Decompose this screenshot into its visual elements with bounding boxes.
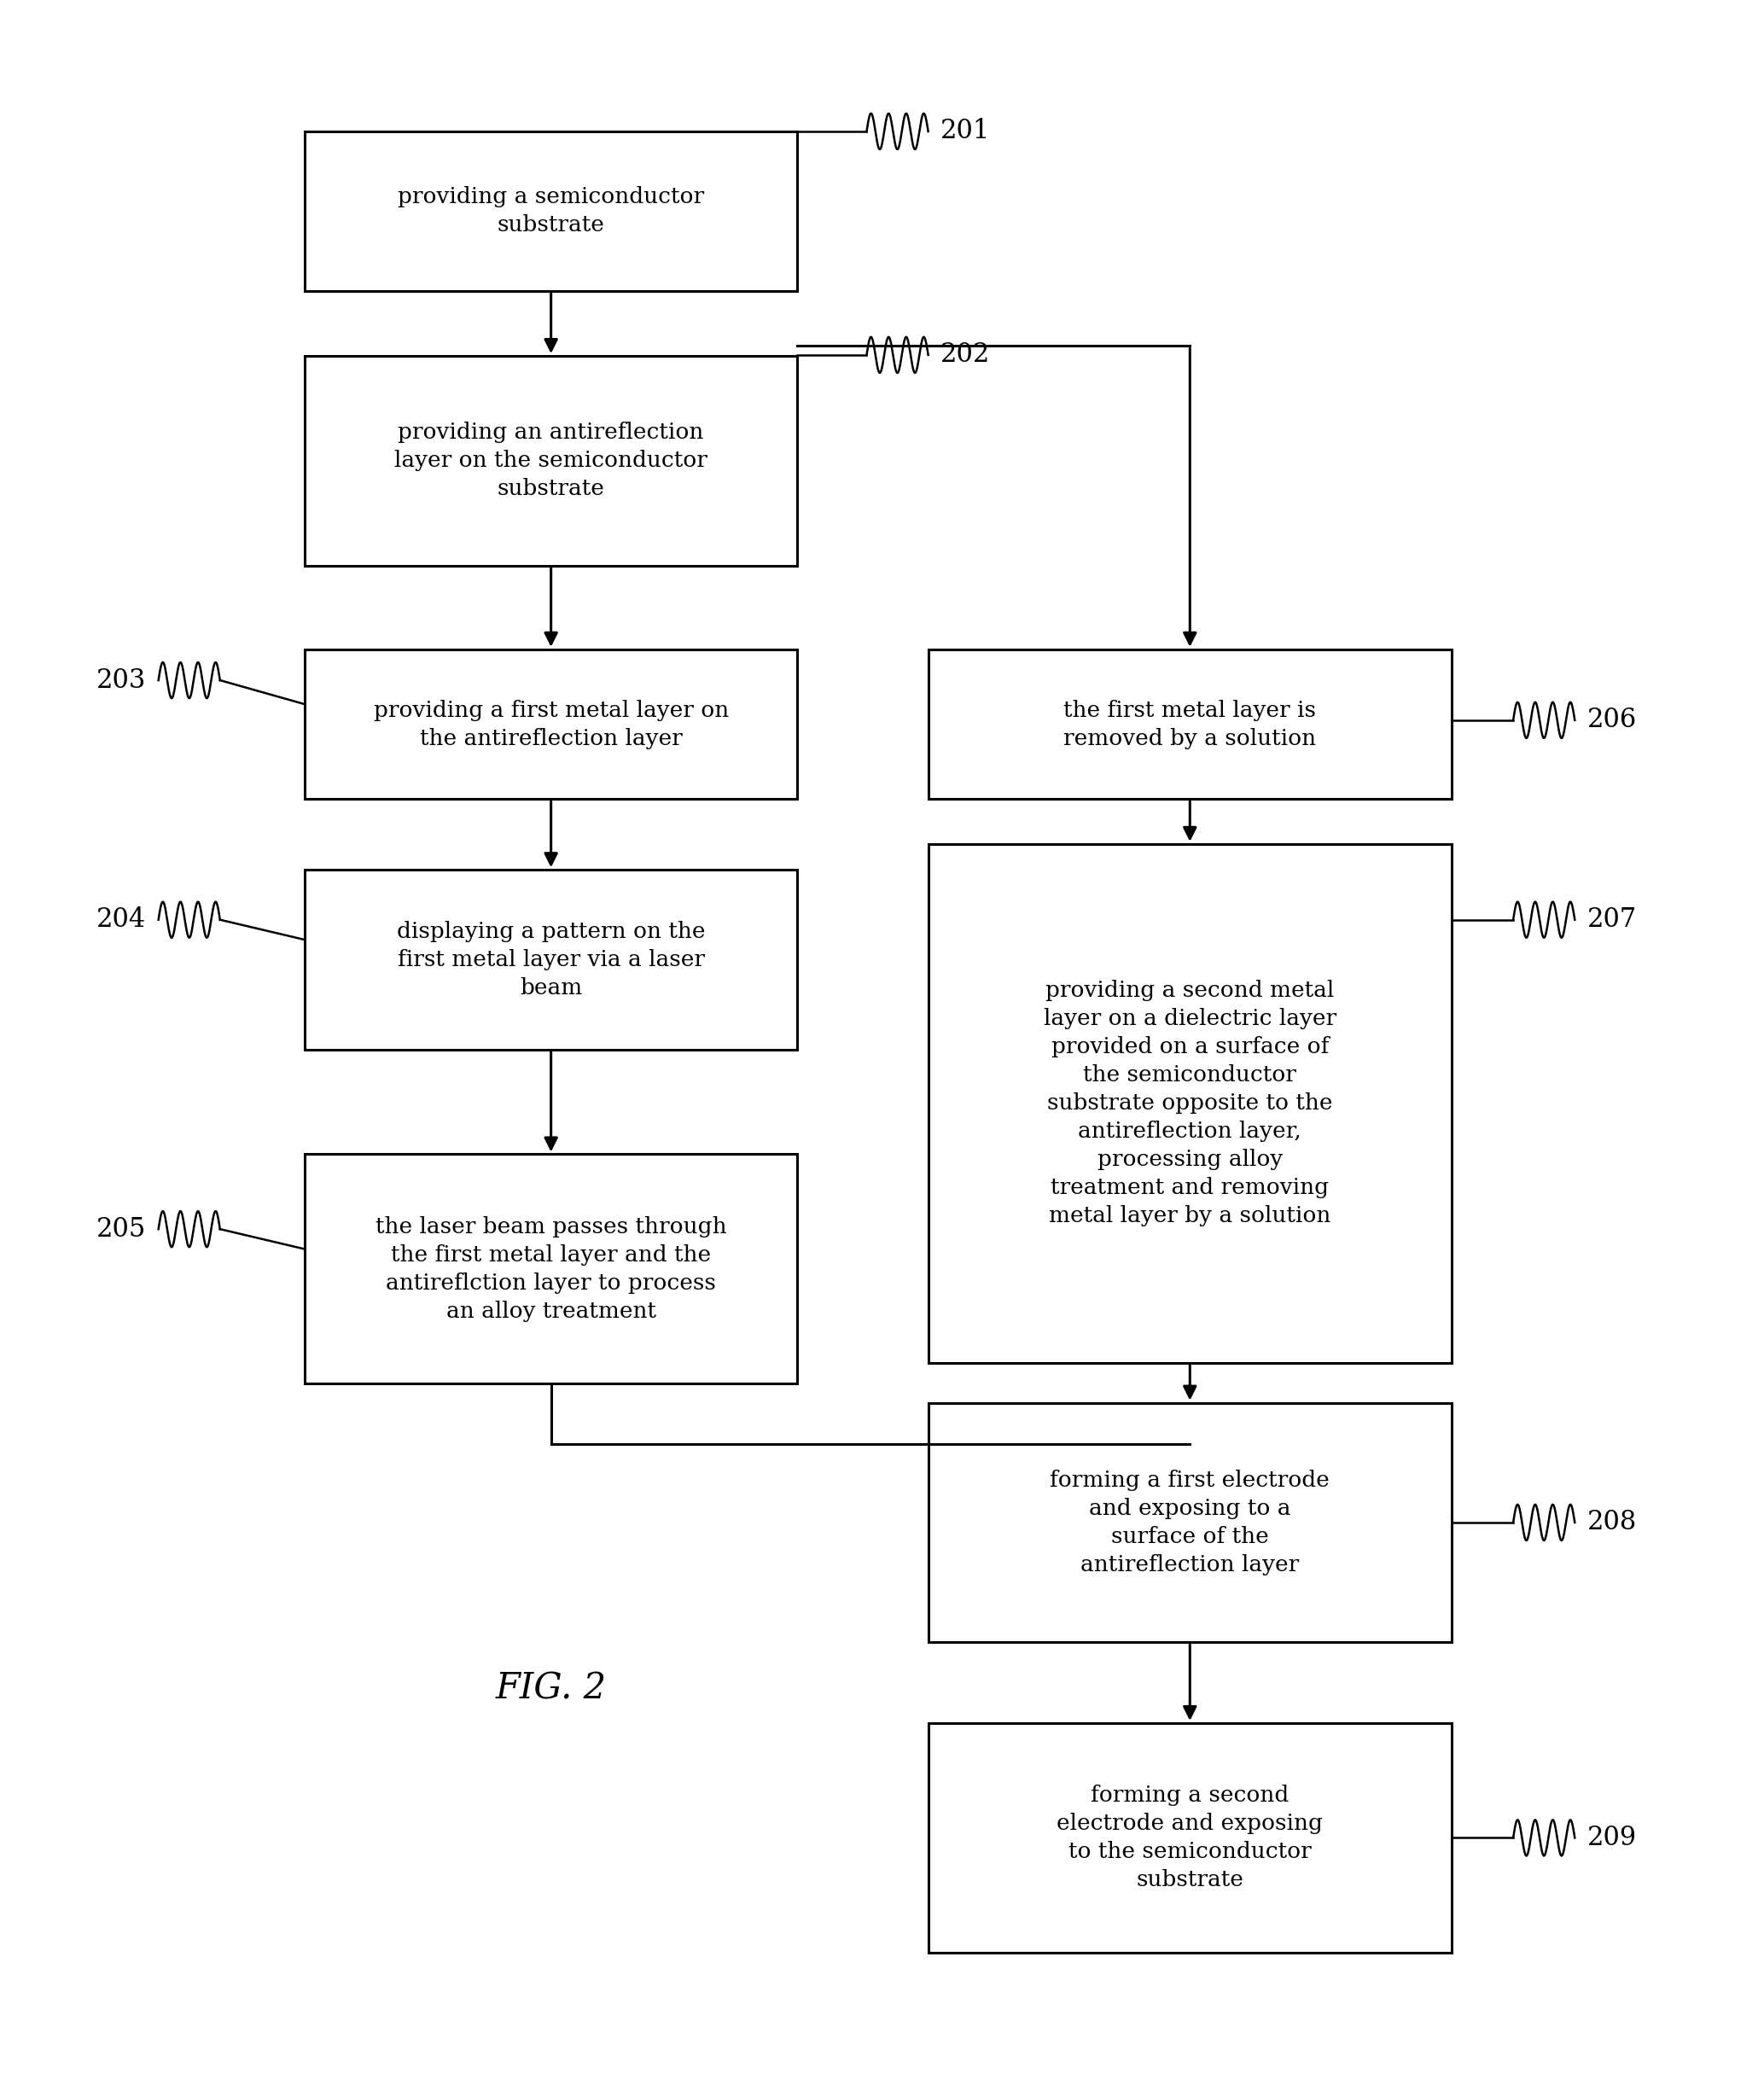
Text: providing a second metal
layer on a dielectric layer
provided on a surface of
th: providing a second metal layer on a diel… [1044,979,1337,1227]
FancyBboxPatch shape [928,1723,1452,1952]
Text: 204: 204 [97,906,146,933]
Text: 205: 205 [97,1216,146,1243]
Text: 201: 201 [940,119,990,146]
FancyBboxPatch shape [305,356,797,565]
Text: forming a second
electrode and exposing
to the semiconductor
substrate: forming a second electrode and exposing … [1057,1786,1323,1890]
FancyBboxPatch shape [305,649,797,798]
FancyBboxPatch shape [305,1154,797,1385]
FancyBboxPatch shape [928,1403,1452,1642]
Text: 203: 203 [97,667,146,694]
FancyBboxPatch shape [305,869,797,1050]
FancyBboxPatch shape [928,649,1452,798]
Text: FIG. 2: FIG. 2 [496,1669,607,1707]
Text: 206: 206 [1588,707,1637,734]
Text: forming a first electrode
and exposing to a
surface of the
antireflection layer: forming a first electrode and exposing t… [1050,1470,1330,1576]
Text: 208: 208 [1588,1509,1637,1536]
FancyBboxPatch shape [305,131,797,291]
FancyBboxPatch shape [928,844,1452,1364]
Text: 209: 209 [1588,1825,1637,1850]
Text: the laser beam passes through
the first metal layer and the
antireflction layer : the laser beam passes through the first … [376,1216,727,1322]
Text: 207: 207 [1588,906,1637,933]
Text: providing a semiconductor
substrate: providing a semiconductor substrate [397,187,704,237]
Text: 202: 202 [940,341,990,368]
Text: the first metal layer is
removed by a solution: the first metal layer is removed by a so… [1064,699,1316,748]
Text: displaying a pattern on the
first metal layer via a laser
beam: displaying a pattern on the first metal … [397,921,706,998]
Text: providing a first metal layer on
the antireflection layer: providing a first metal layer on the ant… [374,699,729,748]
Text: providing an antireflection
layer on the semiconductor
substrate: providing an antireflection layer on the… [395,422,707,499]
